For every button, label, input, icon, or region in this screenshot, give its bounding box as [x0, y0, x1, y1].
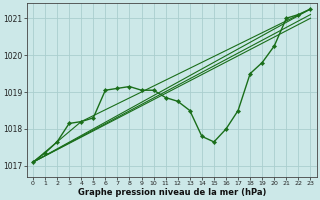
X-axis label: Graphe pression niveau de la mer (hPa): Graphe pression niveau de la mer (hPa) [77, 188, 266, 197]
